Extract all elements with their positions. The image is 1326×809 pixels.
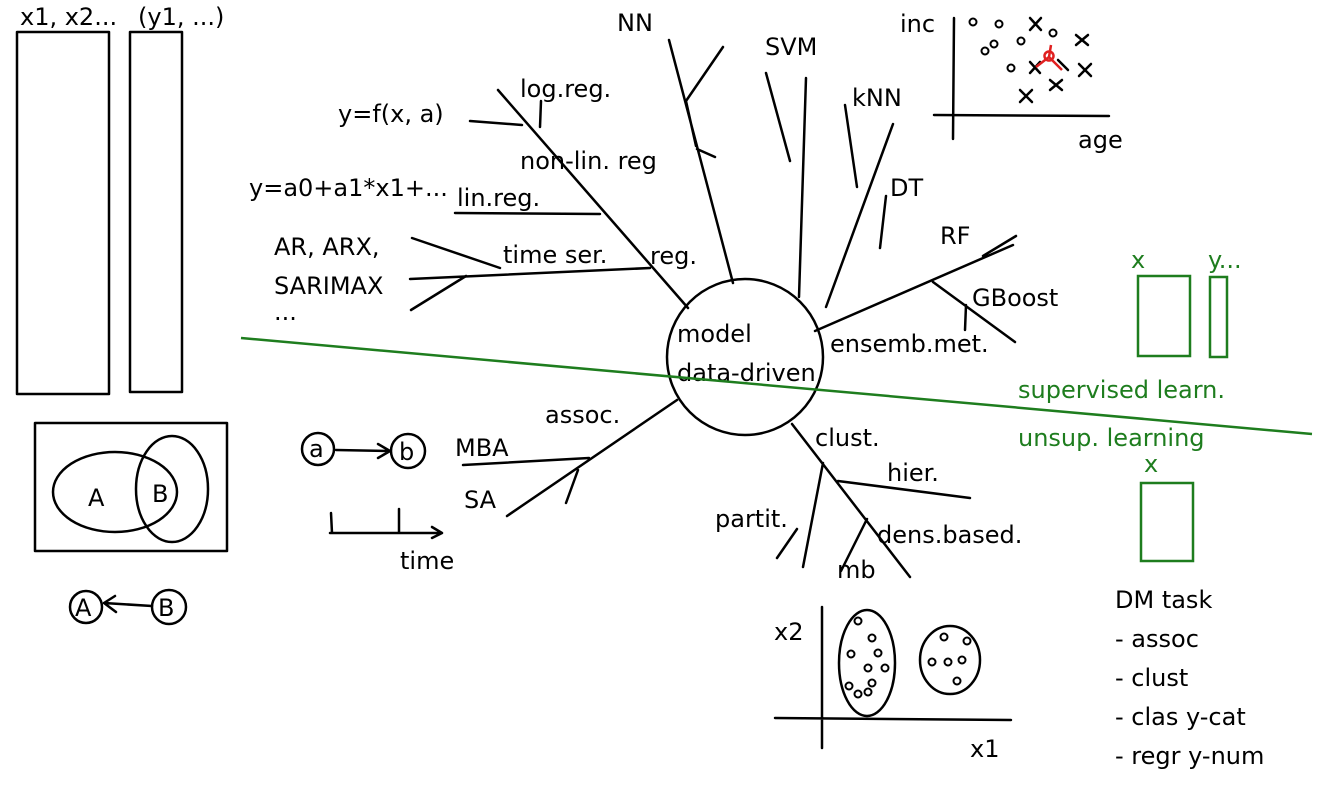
hier-label: hier. (887, 459, 939, 487)
center-label-model: model (677, 320, 752, 348)
reg-main-stroke (496, 88, 690, 310)
supervised-sketch: x y... supervised learn. (1018, 246, 1242, 404)
knn-stroke (824, 103, 895, 309)
lin-formula-label: y=a0+a1*x1+... (249, 174, 448, 202)
nonlin-reg-strokes (468, 99, 543, 129)
seq-b-label: b (399, 438, 414, 466)
unsupervised-sketch: unsup. learning x (1018, 424, 1205, 563)
venn-set-b (134, 434, 210, 544)
cluster-ylabel: x2 (774, 618, 803, 646)
knn-neighbor-links (1035, 44, 1063, 71)
classification-branches: NN SVM kNN DT RF GBoost ensemb.met. (617, 9, 1058, 358)
dm-task-item: - clust (1115, 664, 1188, 692)
nn-stroke (667, 38, 735, 285)
association-branch: assoc. MBA SA (455, 398, 679, 518)
ar-arx-label: AR, ARX, (274, 233, 380, 261)
mba-label: MBA (455, 434, 509, 462)
dm-task-item: - regr y-num (1115, 742, 1264, 770)
time-label: time (400, 547, 454, 575)
venn-diagram: A B (33, 421, 229, 553)
knn-xlabel: age (1078, 126, 1123, 154)
cluster-scatter-sketch: x2 x1 (773, 605, 1013, 763)
regression-branch: reg. time ser. AR, ARX, SARIMAX ... lin.… (249, 75, 697, 326)
y-header-label: (y1, ...) (138, 3, 224, 31)
rule-b-label: B (158, 594, 174, 622)
clust-strokes (775, 422, 972, 579)
nn-label: NN (617, 9, 653, 37)
clustering-branch: clust. hier. partit. dens.based. mb (715, 422, 1022, 584)
dm-task-title: DM task (1115, 586, 1212, 614)
venn-frame (33, 421, 229, 553)
x-header-label: x1, x2... (20, 3, 117, 31)
svm-label: SVM (765, 33, 817, 61)
supervised-x-box (1136, 274, 1192, 358)
seq-arrow (334, 442, 392, 460)
cluster-1-outline (837, 608, 897, 718)
association-rule-sketch: A B (68, 588, 188, 626)
supervised-y-label: y... (1208, 246, 1242, 274)
rule-arrow (102, 594, 154, 614)
dens-label: dens.based. (877, 521, 1022, 549)
dm-task-list: DM task - assoc - clust - clas y-cat - r… (1115, 586, 1264, 770)
unsupervised-label: unsup. learning (1018, 424, 1205, 452)
knn-circle-points (968, 17, 1058, 73)
seq-a-label: a (309, 435, 324, 463)
knn-ylabel: inc (900, 10, 935, 38)
time-series-label: time ser. (503, 241, 607, 269)
unsupervised-x-box (1139, 481, 1195, 563)
dm-task-item: - assoc (1115, 625, 1199, 653)
ellipsis-label: ... (274, 298, 297, 326)
model-circle (665, 277, 825, 437)
cluster-2-outline (918, 624, 982, 696)
assoc-strokes (461, 398, 679, 518)
knn-query-point (1043, 50, 1055, 62)
venn-a-label: A (88, 484, 105, 512)
dt-label: DT (890, 174, 923, 202)
nonlin-reg-label: non-lin. reg (520, 147, 657, 175)
time-axis (328, 507, 444, 540)
reg-label: reg. (650, 242, 697, 270)
time-series-stroke (408, 266, 652, 281)
knn-label: kNN (852, 84, 902, 112)
sa-label: SA (464, 486, 497, 514)
supervised-x-label: x (1131, 246, 1145, 274)
dt-stroke (878, 194, 888, 250)
knn-scatter-sketch: inc age (900, 10, 1123, 154)
knn-cross-points (1018, 16, 1093, 104)
supervised-y-box (1208, 275, 1229, 359)
time-series-substrokes (409, 236, 502, 312)
mb-label: mb (837, 556, 876, 584)
venn-b-label: B (152, 480, 168, 508)
cluster-points (844, 616, 972, 699)
venn-set-a (51, 450, 179, 534)
ensemble-stroke (813, 234, 1018, 344)
unsupervised-x-label: x (1144, 450, 1158, 478)
rule-a-label: A (75, 594, 92, 622)
dm-task-item: - clas y-cat (1115, 703, 1246, 731)
sequence-sketch: a b time (300, 431, 454, 575)
seq-node-a (300, 431, 336, 467)
cluster-axes (773, 605, 1013, 750)
data-table-sketch: x1, x2... (y1, ...) (15, 3, 224, 396)
supervised-divider-line (240, 336, 1313, 436)
partit-label: partit. (715, 505, 788, 533)
y-columns-box (128, 30, 184, 394)
log-reg-label: log.reg. (520, 75, 611, 103)
clust-label: clust. (815, 424, 880, 452)
cluster-xlabel: x1 (970, 735, 999, 763)
sarimax-label: SARIMAX (274, 272, 383, 300)
x-columns-box (15, 30, 111, 396)
lin-reg-stroke (453, 211, 602, 216)
supervised-label: supervised learn. (1018, 376, 1225, 404)
lin-reg-label: lin.reg. (457, 184, 540, 212)
rf-label: RF (940, 222, 970, 250)
assoc-label: assoc. (545, 401, 620, 429)
ensemble-label: ensemb.met. (830, 330, 989, 358)
knn-axes (932, 16, 1111, 141)
rule-node-a (68, 589, 104, 625)
nonlin-formula-label: y=f(x, a) (338, 100, 444, 128)
gboost-label: GBoost (972, 284, 1058, 312)
svm-stroke (764, 71, 808, 299)
